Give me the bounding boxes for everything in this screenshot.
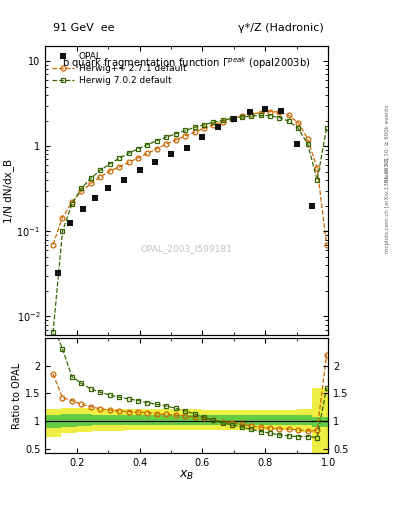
Herwig 7.0.2 default [277, 115, 282, 121]
OPAL [121, 177, 126, 183]
Herwig 7.0.2 default [88, 175, 93, 181]
Herwig++ 2.7.1 default [305, 136, 310, 142]
OPAL [93, 195, 98, 201]
Herwig++ 2.7.1 default [107, 168, 112, 174]
Herwig 7.0.2 default [220, 117, 225, 123]
OPAL [153, 159, 158, 165]
Herwig 7.0.2 default [60, 228, 65, 234]
Herwig 7.0.2 default [324, 125, 329, 132]
OPAL [310, 203, 315, 209]
Herwig++ 2.7.1 default [60, 215, 65, 221]
Herwig++ 2.7.1 default [126, 159, 131, 165]
OPAL [200, 134, 205, 140]
Herwig 7.0.2 default [286, 118, 291, 124]
Herwig 7.0.2 default [268, 113, 272, 119]
Herwig 7.0.2 default [239, 114, 244, 120]
Herwig++ 2.7.1 default [154, 145, 159, 152]
Herwig 7.0.2 default [296, 125, 301, 132]
Herwig 7.0.2 default [211, 119, 216, 125]
OPAL [263, 106, 268, 112]
Herwig 7.0.2 default [126, 150, 131, 156]
Herwig++ 2.7.1 default [211, 122, 216, 128]
Herwig++ 2.7.1 default [88, 180, 93, 186]
OPAL [55, 270, 60, 276]
Herwig 7.0.2 default [249, 113, 253, 119]
Herwig++ 2.7.1 default [286, 112, 291, 118]
Herwig 7.0.2 default [173, 131, 178, 137]
OPAL [184, 145, 189, 151]
Herwig++ 2.7.1 default [230, 116, 235, 122]
Line: OPAL: OPAL [55, 105, 316, 276]
Herwig 7.0.2 default [154, 138, 159, 144]
Herwig++ 2.7.1 default [136, 155, 140, 161]
X-axis label: $x_B$: $x_B$ [179, 470, 194, 482]
Herwig 7.0.2 default [315, 177, 320, 183]
Text: 91 GeV  ee: 91 GeV ee [53, 23, 114, 33]
Herwig++ 2.7.1 default [70, 199, 74, 205]
Herwig++ 2.7.1 default [315, 165, 320, 172]
Herwig++ 2.7.1 default [324, 242, 329, 248]
Herwig 7.0.2 default [70, 201, 74, 207]
OPAL [81, 205, 85, 211]
Herwig 7.0.2 default [136, 146, 140, 152]
OPAL [231, 116, 236, 122]
Herwig++ 2.7.1 default [296, 120, 301, 126]
Herwig++ 2.7.1 default [258, 110, 263, 116]
Herwig++ 2.7.1 default [145, 150, 150, 156]
Herwig 7.0.2 default [258, 112, 263, 118]
Herwig++ 2.7.1 default [51, 242, 55, 248]
Herwig++ 2.7.1 default [277, 109, 282, 115]
OPAL [68, 220, 73, 226]
Herwig 7.0.2 default [164, 134, 169, 140]
Herwig 7.0.2 default [202, 122, 206, 128]
Herwig++ 2.7.1 default [268, 109, 272, 115]
OPAL [247, 109, 252, 115]
Herwig 7.0.2 default [98, 167, 103, 174]
Y-axis label: Ratio to OPAL: Ratio to OPAL [12, 362, 22, 429]
Herwig 7.0.2 default [107, 161, 112, 167]
Text: OPAL_2003_I599181: OPAL_2003_I599181 [141, 244, 233, 253]
OPAL [294, 141, 299, 147]
Herwig++ 2.7.1 default [202, 125, 206, 132]
Legend: OPAL, Herwig++ 2.7.1 default, Herwig 7.0.2 default: OPAL, Herwig++ 2.7.1 default, Herwig 7.0… [50, 51, 188, 87]
Herwig++ 2.7.1 default [239, 113, 244, 119]
Herwig 7.0.2 default [51, 329, 55, 335]
Herwig++ 2.7.1 default [79, 188, 84, 195]
Text: γ*/Z (Hadronic): γ*/Z (Hadronic) [239, 23, 324, 33]
OPAL [137, 167, 142, 174]
OPAL [279, 108, 283, 114]
Line: Herwig++ 2.7.1 default: Herwig++ 2.7.1 default [51, 109, 329, 247]
Herwig++ 2.7.1 default [164, 141, 169, 147]
Herwig++ 2.7.1 default [220, 118, 225, 124]
Text: Rivet 3.1.10; ≥ 600k events: Rivet 3.1.10; ≥ 600k events [385, 105, 389, 182]
Y-axis label: 1/N dN/dx_B: 1/N dN/dx_B [3, 159, 14, 223]
Herwig++ 2.7.1 default [249, 111, 253, 117]
Herwig 7.0.2 default [230, 115, 235, 121]
Herwig 7.0.2 default [117, 155, 121, 161]
Line: Herwig 7.0.2 default: Herwig 7.0.2 default [51, 113, 329, 335]
Herwig++ 2.7.1 default [183, 133, 187, 139]
Herwig++ 2.7.1 default [173, 137, 178, 143]
Herwig++ 2.7.1 default [192, 129, 197, 135]
Text: b quark fragmentation function $\Gamma^{peak}$ (opal2003b): b quark fragmentation function $\Gamma^{… [62, 55, 311, 71]
Herwig 7.0.2 default [192, 124, 197, 131]
Herwig++ 2.7.1 default [98, 174, 103, 180]
OPAL [216, 124, 220, 130]
Herwig 7.0.2 default [79, 185, 84, 191]
Herwig 7.0.2 default [145, 142, 150, 148]
Herwig 7.0.2 default [183, 127, 187, 134]
OPAL [169, 151, 173, 157]
OPAL [106, 185, 110, 191]
Herwig++ 2.7.1 default [117, 164, 121, 170]
Text: mcplots.cern.ch [arXiv:1306.3436]: mcplots.cern.ch [arXiv:1306.3436] [385, 157, 389, 252]
Herwig 7.0.2 default [305, 141, 310, 147]
